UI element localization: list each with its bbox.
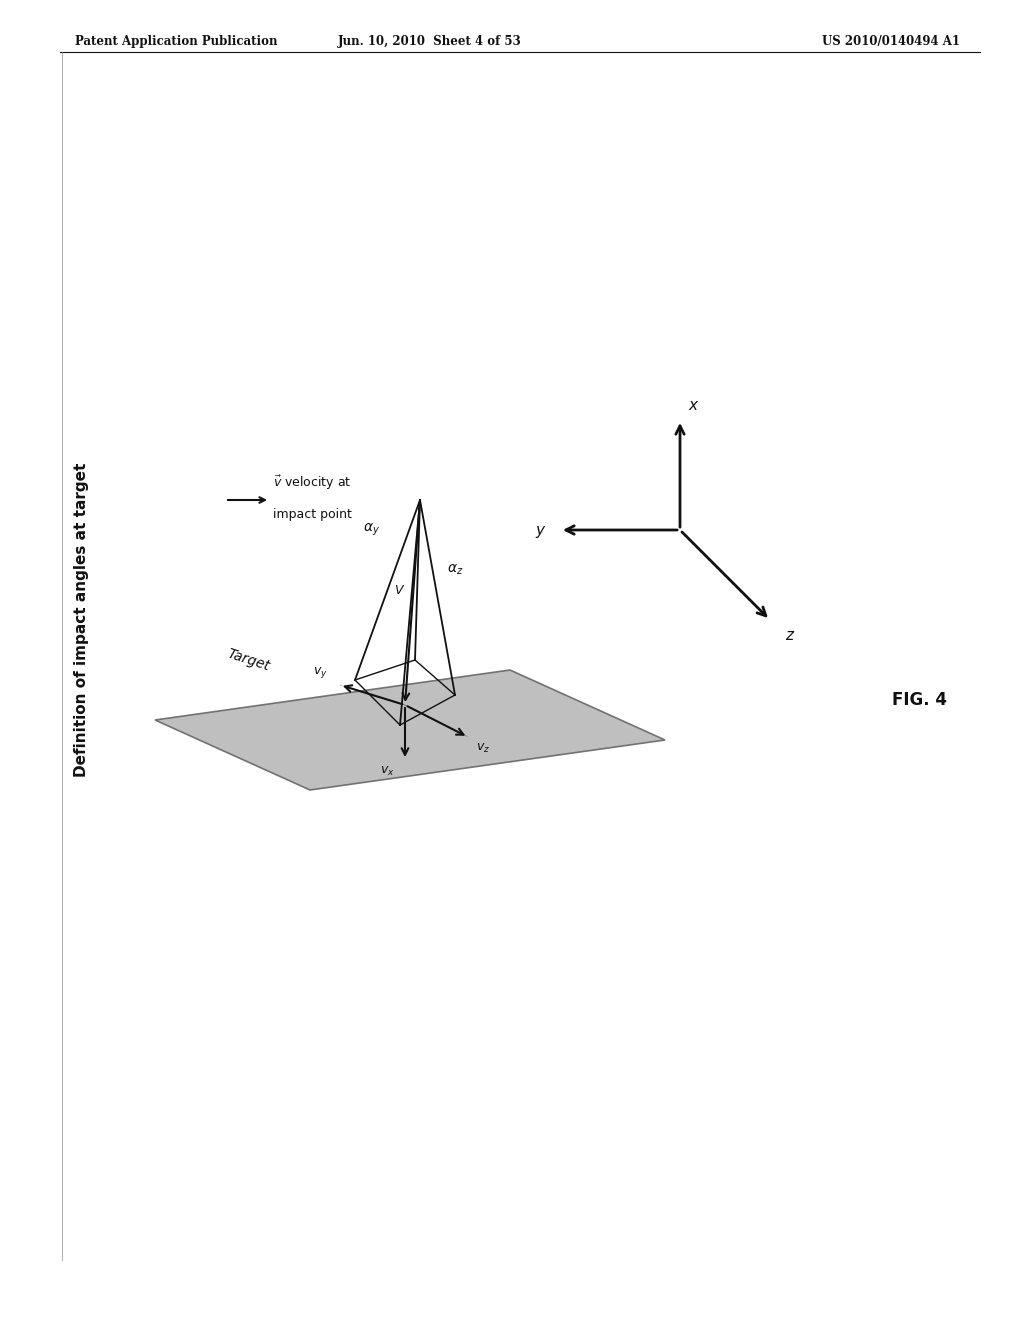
Text: Patent Application Publication: Patent Application Publication <box>75 36 278 48</box>
Text: $v_y$: $v_y$ <box>313 665 328 680</box>
Text: $v_z$: $v_z$ <box>476 742 490 755</box>
Text: Definition of impact angles at target: Definition of impact angles at target <box>75 463 89 777</box>
Text: Jun. 10, 2010  Sheet 4 of 53: Jun. 10, 2010 Sheet 4 of 53 <box>338 36 522 48</box>
Text: y: y <box>536 523 545 537</box>
Text: $v_x$: $v_x$ <box>380 766 395 777</box>
Text: US 2010/0140494 A1: US 2010/0140494 A1 <box>822 36 961 48</box>
Text: $\alpha_z$: $\alpha_z$ <box>446 562 463 577</box>
Polygon shape <box>155 671 665 789</box>
Text: z: z <box>785 627 793 643</box>
Text: x: x <box>688 397 697 412</box>
Text: Target: Target <box>225 647 271 673</box>
Text: $\alpha_y$: $\alpha_y$ <box>364 521 381 539</box>
Text: FIG. 4: FIG. 4 <box>893 690 947 709</box>
Text: impact point: impact point <box>273 508 352 521</box>
Text: $\vec{v}$ velocity at: $\vec{v}$ velocity at <box>273 474 351 492</box>
Text: V: V <box>394 583 402 597</box>
